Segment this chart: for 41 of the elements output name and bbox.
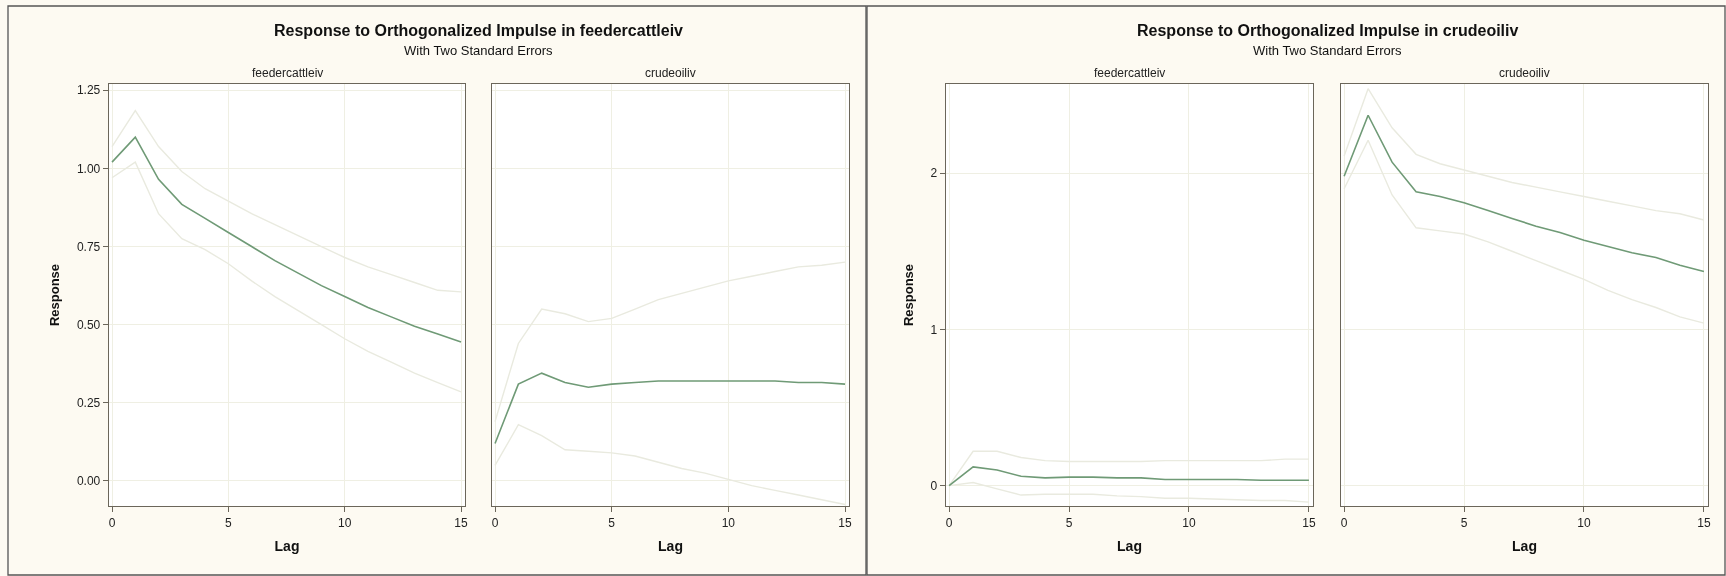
line-series [111, 136, 462, 343]
line-series [948, 466, 1310, 487]
x-tick-label: 10 [1577, 515, 1591, 530]
x-tick-label: 0 [1340, 515, 1348, 530]
x-tick-label: 5 [608, 515, 616, 530]
y-tick-label: 0.75 [76, 239, 101, 254]
y-tick-label: 1.00 [76, 161, 101, 176]
x-tick-label: 0 [945, 515, 953, 530]
x-tick-label: 10 [1182, 515, 1196, 530]
chart-title: feedercattleiv [1094, 66, 1166, 80]
x-tick-label: 5 [1065, 515, 1073, 530]
y-axis-title: Response [47, 263, 63, 327]
y-tick-label: 0 [930, 478, 938, 493]
y-tick-label: 0.25 [76, 396, 101, 411]
x-tick-label: 10 [721, 515, 736, 530]
x-axis-title: Lag [658, 537, 683, 554]
x-tick-label: 0 [108, 515, 116, 530]
x-tick-label: 10 [338, 515, 352, 530]
x-tick-label: 15 [1697, 515, 1711, 530]
x-axis-title: Lag [1117, 537, 1142, 554]
y-tick-label: 0.50 [76, 317, 101, 332]
x-axis-title: Lag [1512, 537, 1537, 554]
y-tick-label: 0.00 [76, 474, 101, 489]
text: Response to Orthogonalized Impulse in feedercattleiv [274, 22, 684, 39]
chart-title: feedercattleiv [252, 66, 324, 80]
text: With Two Standard Errors [404, 43, 554, 58]
y-tick-label: 1.25 [76, 83, 101, 98]
x-tick-label: 15 [454, 515, 469, 530]
chart-title: crudeoiliv [645, 66, 696, 80]
x-tick-label: 15 [838, 515, 853, 530]
y-tick-label: 2 [930, 166, 938, 181]
y-axis-title: Response [900, 263, 916, 327]
chart-title: crudeoiliv [1499, 66, 1550, 80]
text: Response to Orthogonalized Impulse in crudeoiliv [1137, 22, 1519, 39]
text: With Two Standard Errors [1253, 43, 1403, 58]
x-tick-label: 0 [491, 515, 499, 530]
x-tick-label: 5 [1460, 515, 1468, 530]
x-tick-label: 5 [225, 515, 233, 530]
x-axis-title: Lag [274, 537, 300, 554]
y-tick-label: 1 [930, 322, 938, 337]
x-tick-label: 15 [1302, 515, 1316, 530]
